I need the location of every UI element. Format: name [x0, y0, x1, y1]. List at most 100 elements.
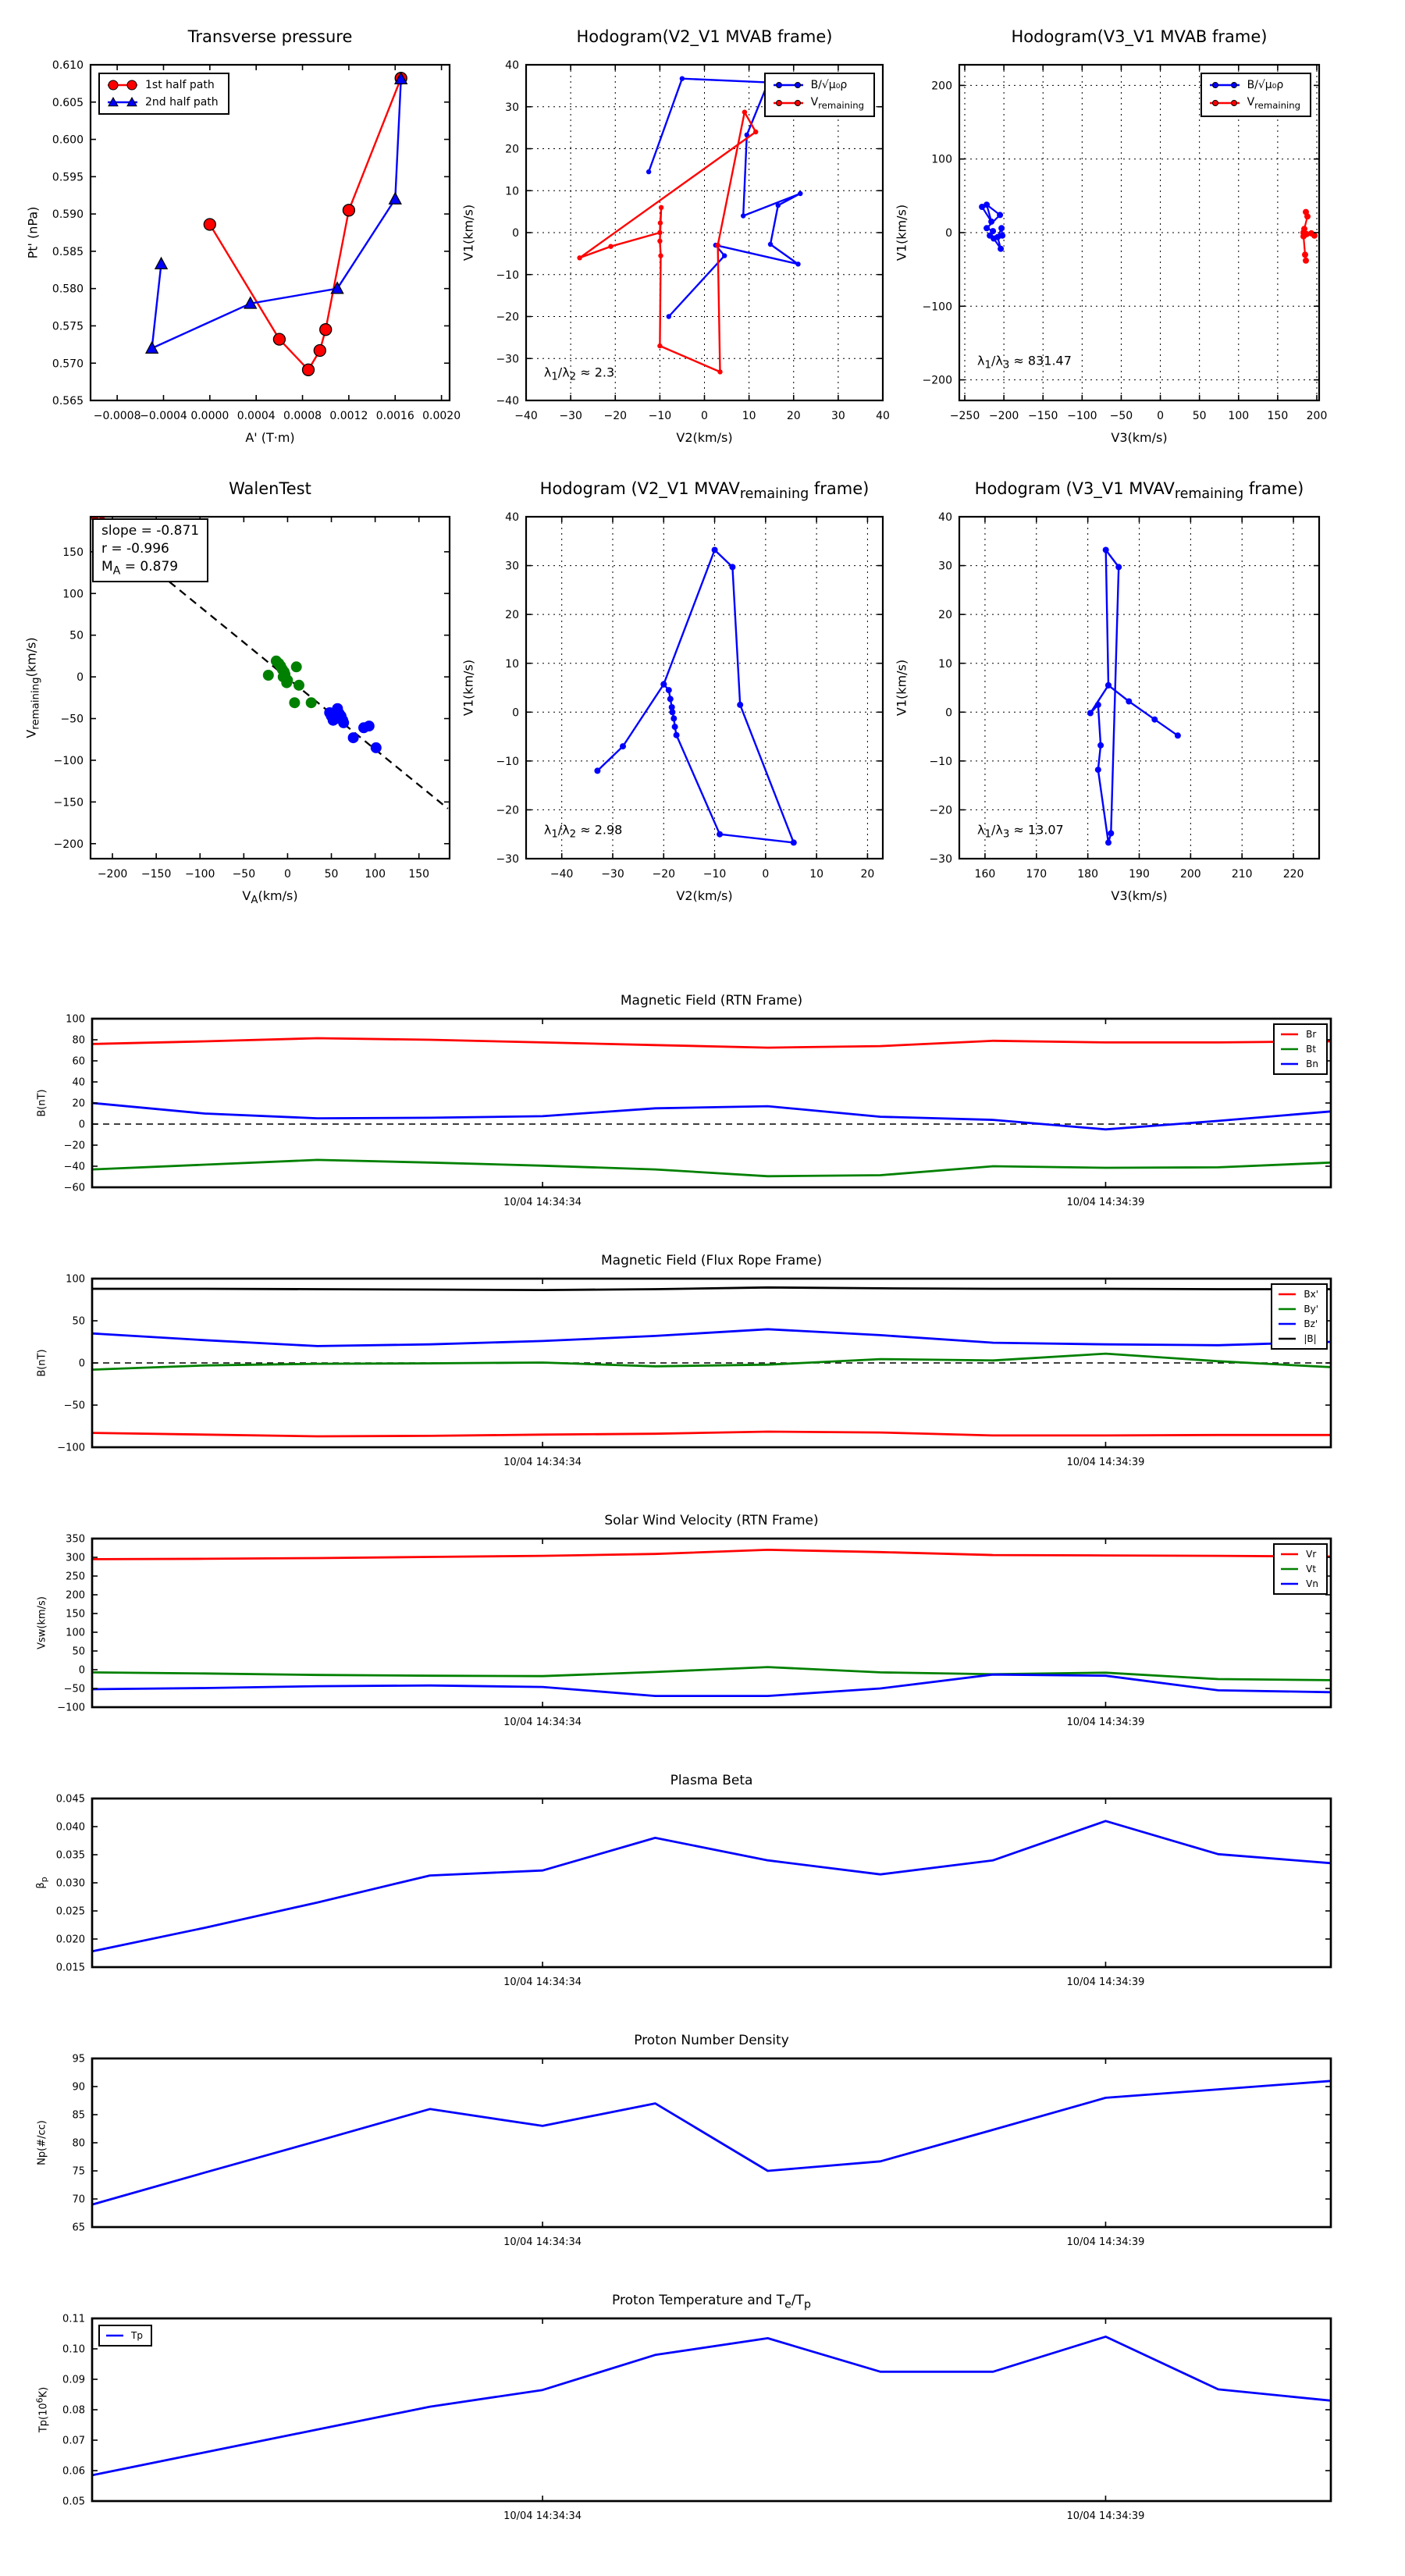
svg-text:40: 40	[72, 1077, 85, 1089]
panel-title: Magnetic Field (Flux Rope Frame)	[601, 1253, 822, 1268]
hodogram-v2v1-mvab-legend: B/√μ₀ρ Vremaining	[763, 73, 875, 117]
series-fit-line	[169, 581, 449, 809]
y-axis-label: V1(km/s)	[461, 204, 476, 262]
legend-label: B/√μ₀ρ	[1247, 79, 1284, 91]
legend-sample-1st-half-path	[108, 80, 137, 91]
svg-text:−20: −20	[652, 868, 675, 881]
svg-text:20: 20	[861, 868, 875, 881]
plot-title: Hodogram (V2_V1 MVAVremaining frame)	[539, 479, 870, 503]
svg-text:200: 200	[931, 80, 952, 92]
svg-text:0.565: 0.565	[52, 395, 84, 407]
svg-text:0.610: 0.610	[52, 59, 84, 72]
svg-text:0: 0	[76, 671, 84, 684]
svg-text:160: 160	[975, 868, 996, 881]
svg-text:−250: −250	[950, 410, 980, 422]
svg-text:0.015: 0.015	[56, 1962, 85, 1974]
svg-text:0.0016: 0.0016	[376, 410, 414, 422]
svg-text:0.10: 0.10	[62, 2344, 85, 2356]
svg-text:190: 190	[1129, 868, 1150, 881]
svg-text:10/04 14:34:34: 10/04 14:34:34	[503, 1197, 582, 1208]
mag-rtn-legend: Br Bt Bn	[1273, 1023, 1328, 1075]
svg-text:−10: −10	[496, 269, 519, 282]
svg-text:−10: −10	[649, 410, 672, 422]
legend-label: 1st half path	[145, 79, 215, 91]
svg-text:0.595: 0.595	[52, 171, 84, 183]
svg-text:−150: −150	[54, 796, 84, 809]
svg-text:150: 150	[62, 546, 84, 559]
series-b-normalized	[979, 201, 1006, 252]
svg-text:−200: −200	[923, 375, 952, 387]
series-vn	[92, 1673, 1331, 1698]
svg-text:20: 20	[787, 410, 801, 422]
svg-text:−50: −50	[64, 1684, 85, 1695]
y-axis-label: V1(km/s)	[461, 659, 476, 717]
hodogram-v3v1-mvab-canvas: −250 −200 −150 −100 −50 0 50 100 150 200 −200 −100 0…	[923, 63, 1328, 422]
svg-text:0: 0	[512, 706, 519, 719]
svg-text:0.08: 0.08	[62, 2405, 85, 2417]
svg-text:170: 170	[1026, 868, 1047, 881]
y-axis-label: Vsw(km/s)	[36, 1596, 48, 1649]
svg-text:−150: −150	[141, 868, 171, 881]
x-axis-label: VA(km/s)	[242, 888, 298, 907]
x-axis-label: A' (T·m)	[245, 430, 295, 445]
legend-label: Bx'	[1304, 1289, 1318, 1300]
panel-title: Solar Wind Velocity (RTN Frame)	[604, 1513, 819, 1528]
svg-text:70: 70	[72, 2194, 85, 2206]
legend-sample-vt	[1281, 1567, 1299, 1571]
svg-text:−200: −200	[54, 838, 84, 851]
svg-text:−100: −100	[57, 1703, 85, 1714]
y-axis-label: Tp(106K)	[34, 2386, 50, 2433]
panel-magnetic-field-fluxrope: 10/04 14:34:34 10/04 14:34:39 −100 −50 0 50 10…	[37, 1253, 1332, 1468]
legend-item-tp: Tp	[105, 2329, 143, 2342]
legend-sample-by	[1279, 1308, 1297, 1311]
series-v-remaining	[1300, 208, 1318, 264]
mag-fluxrope-legend: Bx' By' Bz' |B|	[1271, 1283, 1328, 1350]
svg-text:10/04 14:34:39: 10/04 14:34:39	[1066, 1457, 1144, 1468]
series-inbound-points	[262, 655, 317, 709]
svg-text:40: 40	[938, 511, 952, 524]
legend-item-by: By'	[1277, 1303, 1318, 1315]
svg-text:0: 0	[284, 868, 291, 881]
svg-text:−20: −20	[64, 1140, 85, 1152]
y-axis-label: Vremaining(km/s)	[23, 637, 42, 738]
svg-text:100: 100	[62, 588, 84, 600]
svg-text:−40: −40	[550, 868, 574, 881]
legend-sample-b	[1209, 82, 1240, 88]
plot-hodogram-v3v1-mvav: 160 170 180 190 200 210 220 −30 −20 −10 0 10 20 30 40 …	[895, 479, 1321, 903]
svg-text:10: 10	[809, 868, 823, 881]
svg-text:−40: −40	[514, 410, 538, 422]
plot-hodogram-v3v1-mvab: −250 −200 −150 −100 −50 0 50 100 150 200 −200 −100 0…	[895, 27, 1328, 445]
svg-text:350: 350	[66, 1534, 85, 1546]
series-np	[92, 2080, 1331, 2206]
svg-text:0: 0	[762, 868, 769, 881]
svg-text:10/04 14:34:34: 10/04 14:34:34	[503, 2510, 582, 2522]
svg-text:0: 0	[1157, 410, 1164, 422]
series-beta-p	[92, 1820, 1331, 1953]
x-axis-label: V2(km/s)	[676, 430, 733, 445]
legend-sample-br	[1281, 1033, 1299, 1036]
panel-title: Proton Number Density	[634, 2033, 789, 2048]
svg-text:100: 100	[931, 154, 952, 166]
svg-text:30: 30	[831, 410, 845, 422]
series-vt	[92, 1666, 1331, 1681]
svg-text:0: 0	[79, 1358, 85, 1370]
x-axis-label: V3(km/s)	[1111, 888, 1168, 903]
panel-proton-temperature: 10/04 14:34:34 10/04 14:34:39 0.05 0.06 0.07…	[34, 2293, 1332, 2522]
svg-text:0: 0	[945, 706, 952, 719]
series-b	[92, 1286, 1331, 1291]
svg-text:−100: −100	[54, 755, 84, 767]
svg-text:200: 200	[1307, 410, 1328, 422]
svg-text:−30: −30	[601, 868, 624, 881]
svg-text:0: 0	[701, 410, 708, 422]
svg-text:80: 80	[72, 1035, 85, 1047]
svg-text:10: 10	[505, 658, 519, 671]
x-axis-label: V3(km/s)	[1111, 430, 1168, 445]
series-bz	[92, 1328, 1331, 1347]
svg-text:90: 90	[72, 2082, 85, 2094]
legend-sample-vr	[1281, 1553, 1299, 1556]
svg-text:40: 40	[876, 410, 890, 422]
svg-text:−30: −30	[929, 853, 952, 866]
y-axis-label: V1(km/s)	[894, 204, 909, 262]
svg-text:10/04 14:34:34: 10/04 14:34:34	[503, 2236, 582, 2248]
